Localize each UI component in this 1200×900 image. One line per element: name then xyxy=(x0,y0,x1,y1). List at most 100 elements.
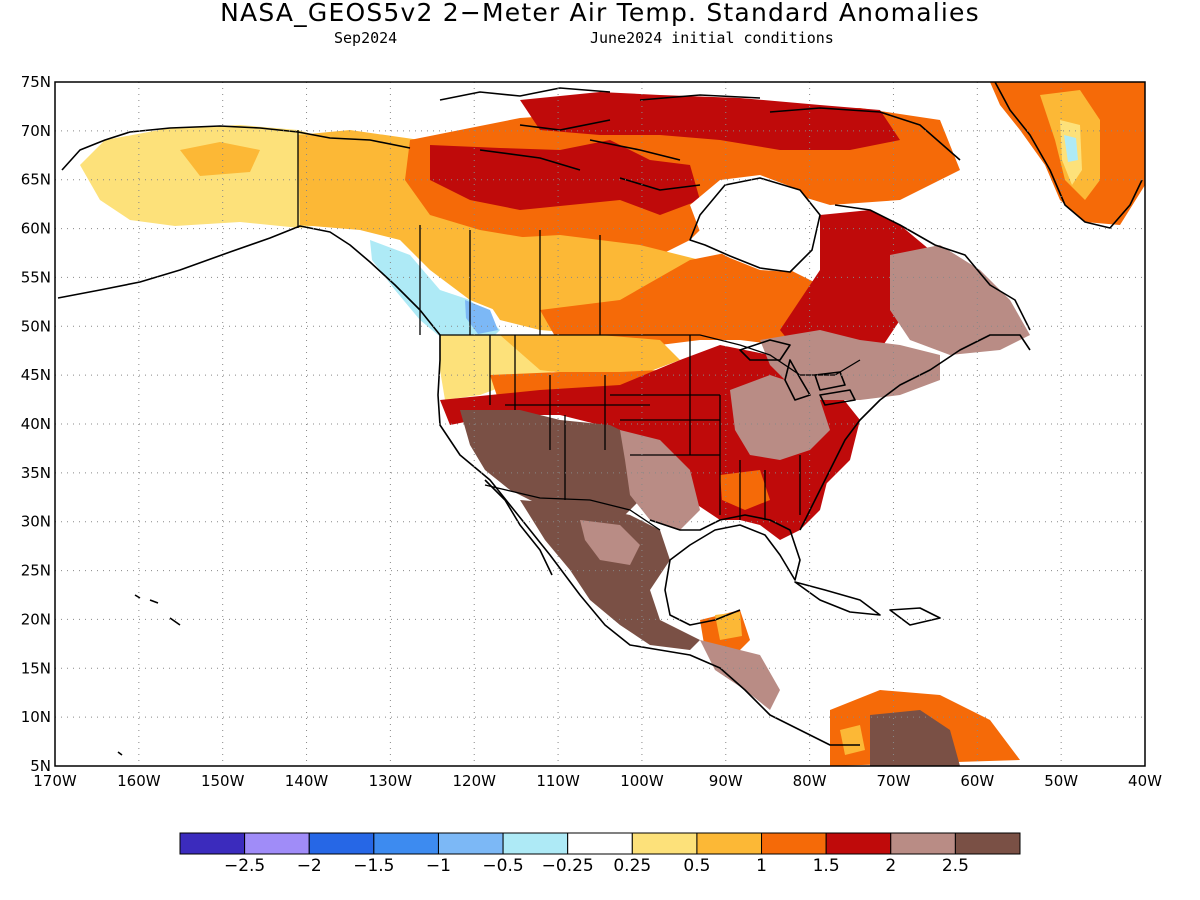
colorbar-label: −0.25 xyxy=(541,856,594,876)
latitude-labels: 5N 10N 15N 20N 25N 30N 35N 40N 45N 50N 55N 60N 65N 70… xyxy=(21,73,51,775)
great-lakes-rosy xyxy=(760,330,940,400)
lon-tick-label: 170W xyxy=(33,772,77,790)
colorbar-label: −0.5 xyxy=(482,856,524,876)
canada-province-lines xyxy=(419,225,601,335)
lon-tick-label: 70W xyxy=(877,772,911,790)
us-mexico-border xyxy=(484,484,661,531)
hudson-bay-coast xyxy=(689,177,821,273)
lon-tick-label: 60W xyxy=(960,772,994,790)
south-america-brown xyxy=(870,710,960,766)
arctic-islands-red xyxy=(430,140,700,215)
colorbar-label: 1.5 xyxy=(812,856,840,876)
colorbar-bin xyxy=(373,832,439,855)
valid-month: Sep2024 xyxy=(334,29,398,47)
colorbar-bin xyxy=(696,832,763,855)
lon-tick-label: 160W xyxy=(117,772,161,790)
colorbar-bin xyxy=(179,832,246,855)
colorbar-bin xyxy=(761,832,827,855)
lat-tick-label: 70N xyxy=(21,122,51,140)
lat-tick-label: 15N xyxy=(21,659,51,677)
central-america-rosy xyxy=(700,640,780,710)
colorbar xyxy=(179,832,1021,855)
longitude-labels: 170W 160W 150W 140W 130W 120W 110W 100W 90W 80W 70… xyxy=(33,772,1162,790)
colorbar-label: −2 xyxy=(296,856,322,876)
lat-tick-label: 45N xyxy=(21,366,51,384)
greenland-coast xyxy=(994,82,1143,229)
lat-tick-label: 20N xyxy=(21,610,51,628)
us-southwest-brown xyxy=(460,410,650,520)
lon-tick-label: 110W xyxy=(536,772,580,790)
map-frame xyxy=(54,81,1146,767)
labrador-rosy xyxy=(890,245,1030,355)
colorbar-bin xyxy=(825,832,892,855)
lon-tick-label: 80W xyxy=(793,772,827,790)
lat-tick-label: 60N xyxy=(21,220,51,238)
lat-tick-label: 25N xyxy=(21,562,51,580)
colorbar-label: −2.5 xyxy=(223,856,266,876)
lon-tick-label: 150W xyxy=(201,772,245,790)
southeast-orange xyxy=(720,470,770,510)
lat-tick-label: 35N xyxy=(21,464,51,482)
colorbar-label: 2 xyxy=(885,856,897,876)
us-state-lines xyxy=(489,335,801,520)
colorbar-label: −1 xyxy=(425,856,451,876)
mexico-rosy xyxy=(580,520,640,565)
gridlines xyxy=(55,82,1145,766)
coastlines xyxy=(57,82,1143,756)
labrador-coast xyxy=(834,204,1031,331)
arctic-islands xyxy=(439,87,961,191)
hawaii-islands xyxy=(117,594,181,756)
lat-tick-label: 75N xyxy=(21,73,51,91)
us-north-orange xyxy=(500,335,680,375)
lat-tick-label: 10N xyxy=(21,708,51,726)
colorbar-bin xyxy=(954,832,1021,855)
alaska-warm-patch xyxy=(180,142,260,176)
lon-tick-label: 90W xyxy=(709,772,743,790)
mexico-brown xyxy=(520,500,700,650)
hispaniola xyxy=(889,607,941,626)
lat-tick-label: 40N xyxy=(21,415,51,433)
coastline-alaska-north xyxy=(61,125,411,171)
bc-coast-cooler xyxy=(465,300,498,334)
colorbar-bin xyxy=(890,832,956,855)
lat-tick-label: 5N xyxy=(30,757,51,775)
colorbar-label: 1 xyxy=(756,856,767,876)
colorbar-bin xyxy=(631,832,698,855)
lat-tick-label: 55N xyxy=(21,268,51,286)
great-lakes xyxy=(739,339,856,406)
initial-conditions: June2024 initial conditions xyxy=(590,29,834,47)
cuba xyxy=(794,581,881,616)
coastline-east xyxy=(799,334,1031,531)
lon-tick-label: 130W xyxy=(369,772,413,790)
colorbar-bin xyxy=(437,832,504,855)
lat-tick-label: 50N xyxy=(21,317,51,335)
anomaly-shading xyxy=(80,82,1145,766)
greenland-cool xyxy=(1064,135,1078,162)
baja-california xyxy=(484,479,553,576)
bc-coast-cool xyxy=(370,240,500,350)
south-america-yellow xyxy=(840,725,865,755)
ontario-orange xyxy=(540,250,830,350)
colorbar-bin xyxy=(502,832,569,855)
gulf-of-mexico xyxy=(649,514,801,626)
arctic-red-north xyxy=(520,92,900,150)
colorbar-bin xyxy=(567,832,633,855)
lon-tick-label: 140W xyxy=(285,772,329,790)
lat-tick-label: 30N xyxy=(21,513,51,531)
hudson-bay xyxy=(690,175,820,272)
quebec-red xyxy=(780,210,930,360)
coastline-west xyxy=(57,225,860,746)
colorbar-bin xyxy=(244,832,310,855)
lat-tick-label: 65N xyxy=(21,171,51,189)
colorbar-label: 0.25 xyxy=(613,856,652,876)
chart-title: NASA_GEOS5v2 2−Meter Air Temp. Standard … xyxy=(220,0,980,27)
colorbar-label: −1.5 xyxy=(353,856,395,876)
colorbar-label: 0.5 xyxy=(683,856,711,876)
lon-tick-label: 120W xyxy=(452,772,496,790)
lon-tick-label: 100W xyxy=(620,772,664,790)
lon-tick-label: 40W xyxy=(1128,772,1162,790)
colorbar-bin xyxy=(308,832,375,855)
colorbar-label: 2.5 xyxy=(941,856,969,876)
lon-tick-label: 50W xyxy=(1044,772,1078,790)
